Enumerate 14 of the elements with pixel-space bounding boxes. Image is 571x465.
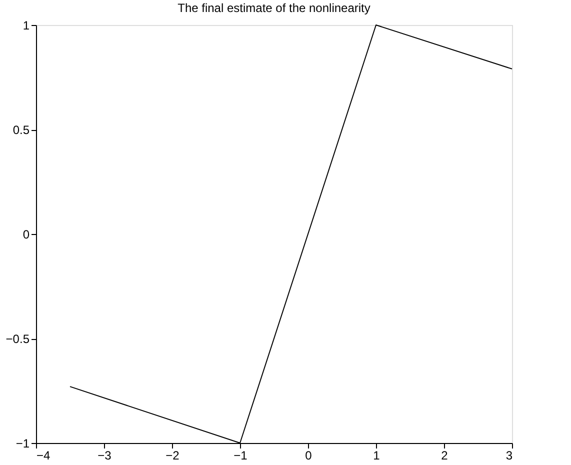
x-tick-label: −2	[166, 448, 180, 462]
y-tick-label: 0.5	[12, 123, 30, 137]
x-tick-label: −1	[234, 448, 248, 462]
y-tick-label: 0	[22, 228, 30, 242]
y-tick-label: −0.5	[6, 332, 30, 346]
x-tick-label: −4	[36, 448, 51, 462]
y-tick-label: 1	[22, 18, 30, 32]
x-tick-label: 3	[506, 448, 513, 462]
x-tick-label: −3	[98, 448, 112, 462]
chart-title: The final estimate of the nonlinearity	[178, 1, 370, 15]
y-tick-label: −1	[16, 436, 30, 450]
x-tick-label: 1	[373, 448, 380, 462]
x-tick-label: 0	[305, 448, 312, 462]
x-tick-label: 2	[441, 448, 448, 462]
